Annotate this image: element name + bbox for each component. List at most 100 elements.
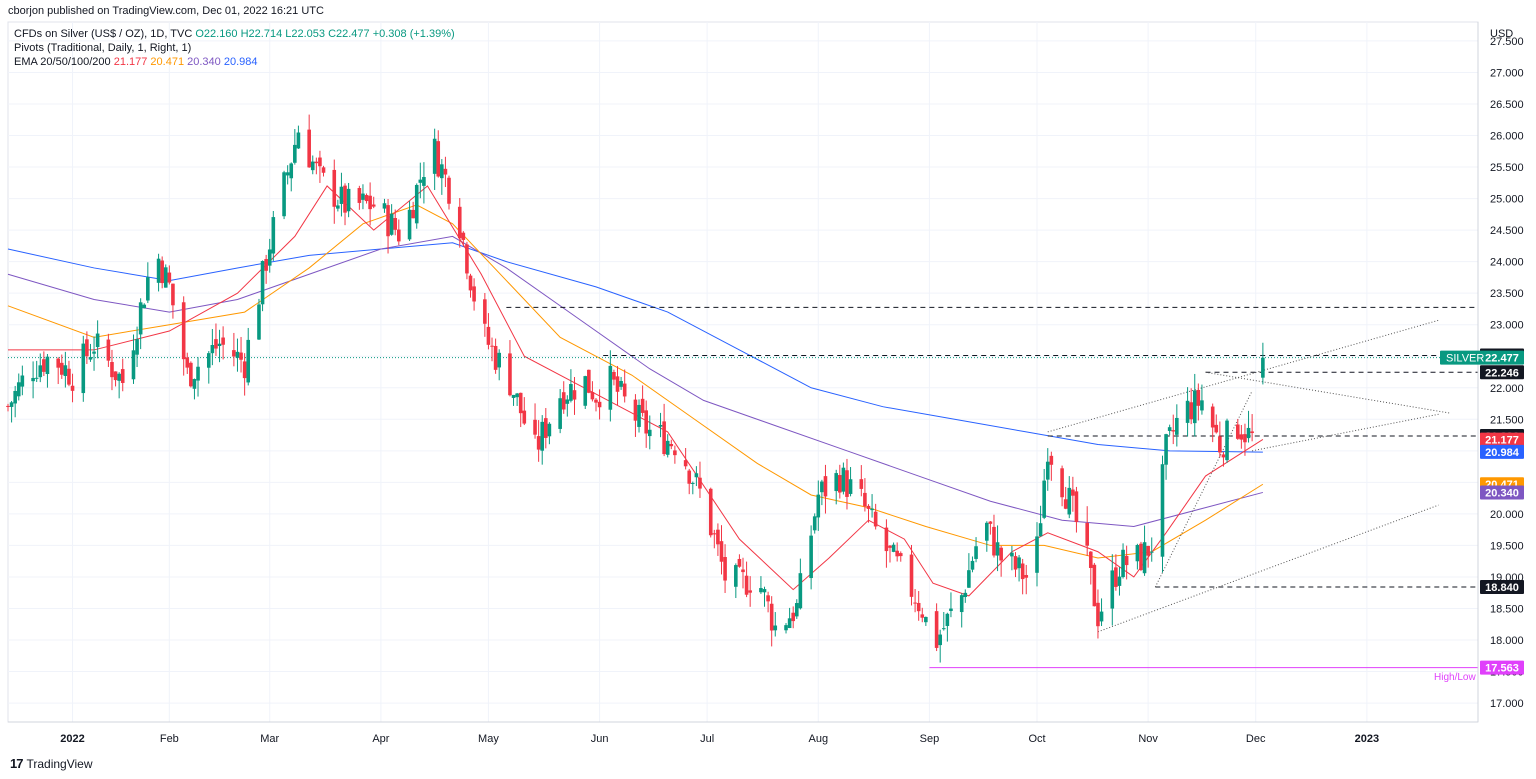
- candle-body: [784, 625, 788, 631]
- candle-body: [963, 592, 968, 598]
- price-tag-label: 17.563: [1485, 663, 1519, 675]
- candle-body: [432, 138, 437, 174]
- candle-body: [820, 481, 824, 493]
- high-low-caption: High/Low: [1434, 672, 1476, 683]
- y-tick-label: 26.500: [1490, 99, 1524, 111]
- candle-body: [798, 573, 803, 609]
- candle-body: [364, 195, 369, 202]
- candle-body: [708, 488, 713, 536]
- candle-body: [1175, 417, 1179, 435]
- candle-body: [447, 177, 451, 204]
- candle-body: [999, 547, 1003, 561]
- candle-body: [135, 339, 139, 355]
- y-tick-label: 23.500: [1490, 288, 1524, 300]
- candle-body: [658, 425, 663, 427]
- x-tick-label: Aug: [809, 733, 829, 745]
- candle-body: [773, 625, 778, 631]
- candle-body: [970, 560, 975, 570]
- pivots-legend[interactable]: Pivots (Traditional, Daily, 1, Right, 1): [14, 42, 192, 54]
- candle-body: [472, 286, 476, 302]
- candle-body: [698, 477, 702, 489]
- candle-body: [895, 550, 899, 557]
- y-tick-label: 23.000: [1490, 320, 1524, 332]
- candle-body: [1185, 400, 1190, 423]
- candle-body: [794, 603, 799, 617]
- candle-body: [235, 351, 240, 358]
- candle-body: [465, 244, 469, 274]
- y-tick-label: 27.500: [1490, 36, 1524, 48]
- ema-legend[interactable]: EMA 20/50/100/200 21.177 20.471 20.340 2…: [14, 56, 258, 68]
- candle-body: [1017, 557, 1021, 569]
- candle-body: [561, 392, 566, 410]
- last-price-tag-bg: [1440, 350, 1524, 365]
- candle-body: [1246, 427, 1251, 439]
- candle-body: [267, 249, 272, 266]
- candle-body: [493, 345, 498, 370]
- candle-body: [522, 410, 527, 424]
- candle-body: [845, 470, 849, 497]
- candle-body: [1035, 536, 1039, 573]
- candle-body: [691, 482, 695, 484]
- y-tick-label: 26.000: [1490, 131, 1524, 143]
- candle-body: [1024, 575, 1029, 578]
- price-tag-bg: [1480, 660, 1524, 675]
- candle-body: [160, 260, 164, 284]
- y-tick-label: 17.000: [1490, 698, 1524, 710]
- candle-body: [816, 494, 821, 518]
- candle-body: [242, 361, 247, 379]
- candle-body: [1142, 542, 1147, 574]
- candle-body: [70, 385, 75, 391]
- candle-body: [1124, 555, 1129, 566]
- candle-body: [289, 163, 294, 179]
- candle-body: [809, 535, 813, 579]
- candle-body: [1200, 400, 1204, 411]
- candle-body: [712, 533, 717, 535]
- candle-body: [924, 616, 928, 623]
- candle-body: [457, 206, 462, 239]
- candle-body: [995, 542, 1000, 556]
- candle-body: [633, 399, 638, 421]
- candle-body: [210, 345, 215, 354]
- candle-body: [1196, 389, 1201, 406]
- last-price-value: 22.477: [1485, 353, 1519, 365]
- candle-body: [81, 343, 86, 394]
- y-tick-label: 24.500: [1490, 225, 1524, 237]
- candle-body: [569, 384, 573, 401]
- x-tick-label: Feb: [160, 733, 179, 745]
- x-tick-label: Jun: [591, 733, 609, 745]
- candle-body: [296, 132, 301, 149]
- x-tick-label: Jul: [700, 733, 714, 745]
- candle-body: [744, 575, 749, 595]
- y-tick-label: 18.000: [1490, 635, 1524, 647]
- candle-body: [985, 522, 989, 541]
- candles: [6, 114, 1265, 663]
- candle-body: [683, 460, 688, 467]
- candle-body: [443, 168, 448, 175]
- candle-body: [142, 304, 147, 309]
- candle-body: [594, 399, 598, 403]
- candle-body: [888, 545, 892, 548]
- y-tick-label: 18.500: [1490, 603, 1524, 615]
- candle-body: [583, 376, 588, 406]
- candle-body: [483, 299, 487, 324]
- candle-body: [834, 473, 839, 492]
- candle-body: [945, 613, 950, 626]
- candle-body: [848, 479, 853, 494]
- candle-body: [669, 444, 674, 447]
- candle-body: [1221, 454, 1226, 458]
- candle-body: [407, 209, 412, 240]
- candle-body: [38, 365, 43, 378]
- candle-body: [841, 467, 846, 492]
- candle-body: [1243, 434, 1247, 443]
- candle-body: [974, 546, 978, 559]
- candle-body: [411, 209, 415, 219]
- tradingview-logo[interactable]: 17 TradingView: [10, 756, 93, 771]
- price-tag-bg: [1480, 365, 1524, 380]
- candle-body: [687, 470, 692, 484]
- currency-label: USD: [1490, 28, 1513, 40]
- candle-body: [866, 505, 871, 509]
- candle-body: [934, 611, 939, 648]
- candle-body: [967, 570, 971, 588]
- candle-body: [1121, 549, 1125, 578]
